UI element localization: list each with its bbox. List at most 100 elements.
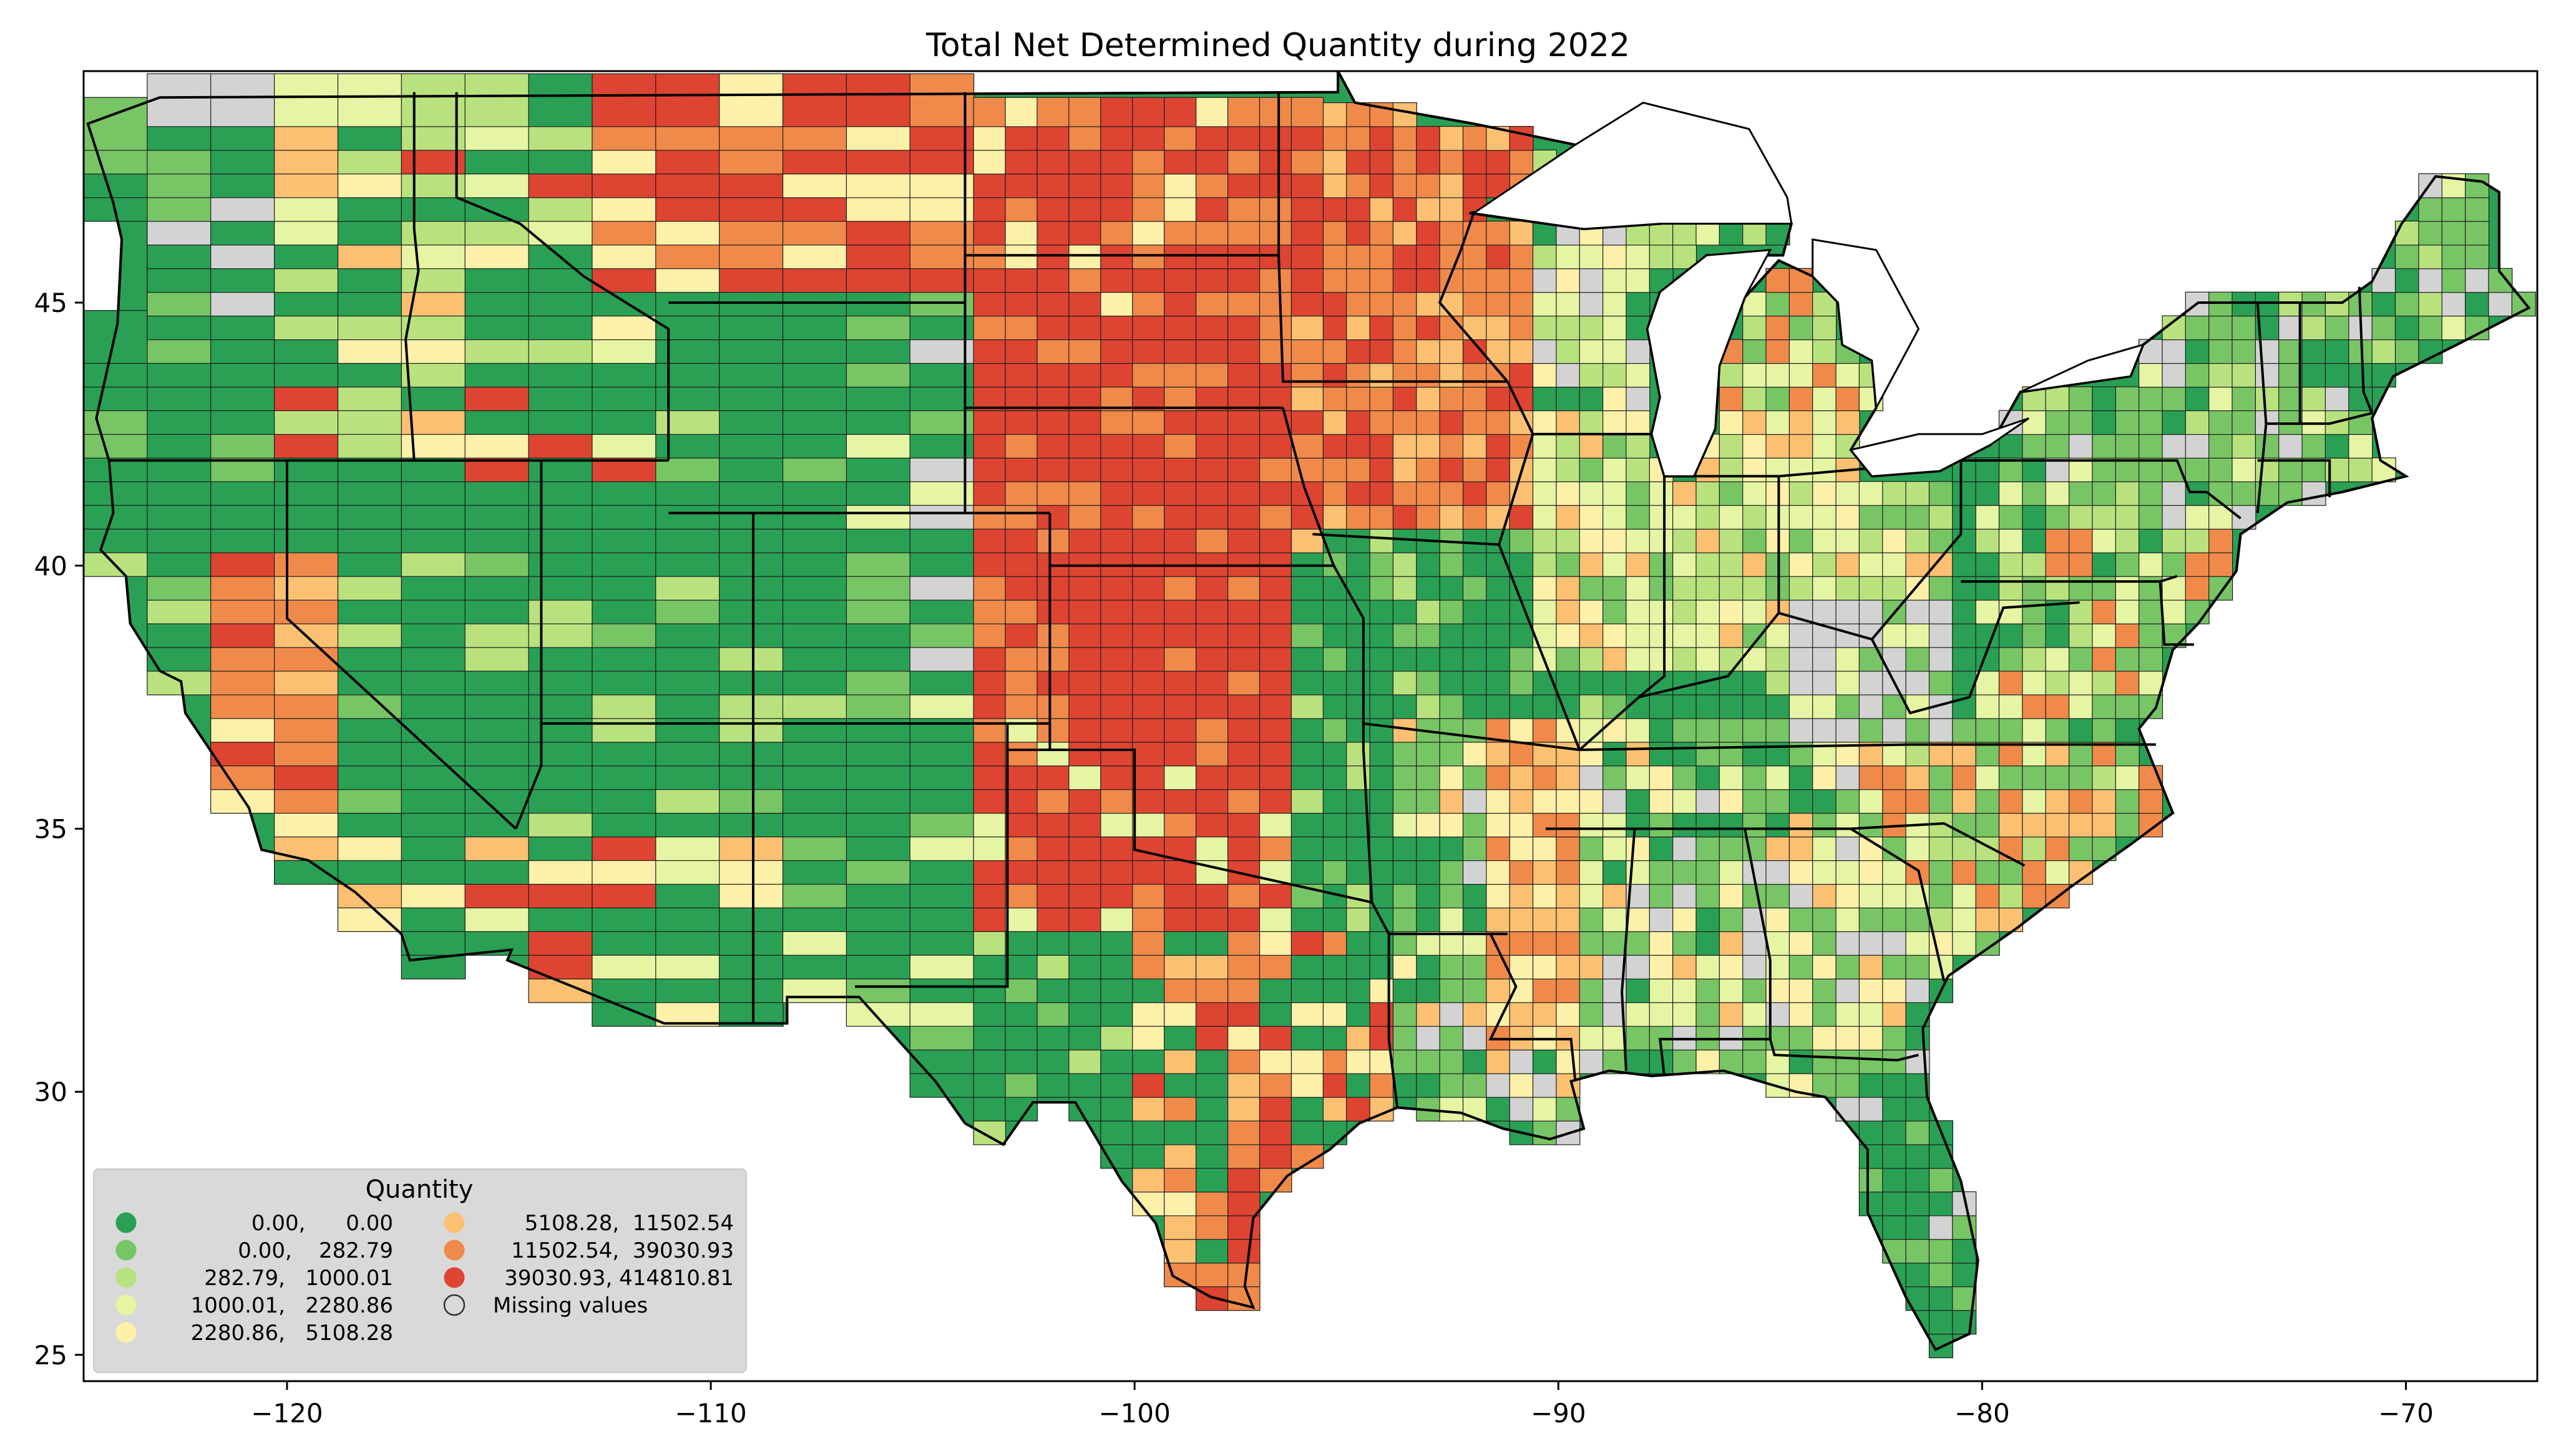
legend-marker (444, 1240, 465, 1261)
county-cell (719, 73, 784, 127)
county-cell (1952, 623, 1977, 648)
county-cell (1835, 1072, 1860, 1098)
county-cell (1486, 883, 1511, 909)
county-cell (2162, 599, 2187, 624)
county-cell (1672, 220, 1697, 246)
county-cell (1835, 1026, 1860, 1051)
county-cell (1719, 1002, 1744, 1027)
county-cell (1346, 481, 1371, 506)
county-cell (1369, 434, 1394, 459)
county-cell (1416, 1049, 1441, 1074)
county-cell (1626, 1049, 1651, 1074)
county-cell (1742, 931, 1767, 956)
county-cell (2092, 386, 2117, 412)
county-cell (1579, 410, 1604, 435)
county-cell (1649, 220, 1674, 246)
county-cell (2139, 457, 2163, 483)
county-cell (1369, 670, 1394, 696)
county-cell (2092, 552, 2117, 577)
county-cell (2371, 315, 2396, 341)
county-cell (1858, 552, 1883, 577)
county-cell (2045, 434, 2070, 459)
county-cell (2139, 481, 2163, 506)
state-borders (109, 92, 2374, 1108)
county-cell (1649, 717, 1674, 743)
x-tick-label: −90 (1531, 1398, 1586, 1429)
county-cell (2162, 481, 2187, 506)
county-cell (1626, 789, 1651, 814)
county-cell (1928, 670, 1954, 696)
county-cell (1346, 1096, 1371, 1122)
state-border (455, 92, 670, 461)
lake (1812, 238, 1920, 411)
county-cell (1858, 1120, 1883, 1145)
county-cell (1579, 339, 1604, 364)
county-cell (1788, 931, 1813, 956)
county-cell (1602, 741, 1627, 767)
county-cell (1462, 1096, 1488, 1122)
county-cell (1882, 931, 1907, 956)
county-cell (1416, 765, 1441, 790)
county-cell (1835, 1096, 1860, 1122)
county-cell (2069, 552, 2094, 577)
county-cell (1882, 1215, 1907, 1240)
county-cell (1509, 646, 1534, 672)
county-cell (1579, 860, 1604, 885)
county-cell (1509, 765, 1534, 790)
county-cell (1742, 339, 1767, 364)
county-cell (1322, 434, 1347, 459)
county-cell (1695, 552, 1720, 577)
county-cell (1788, 339, 1813, 364)
county-cell (1509, 836, 1534, 861)
county-cell (1695, 481, 1720, 506)
county-cell (1369, 291, 1394, 317)
county-cell (2418, 244, 2443, 269)
county-cell (1882, 552, 1907, 577)
county-cell (1649, 812, 1674, 838)
county-cell (1998, 434, 2024, 459)
county-cell (1579, 907, 1604, 933)
county-cell (1975, 765, 2000, 790)
county-cell (1998, 623, 2024, 648)
county-cell (1765, 860, 1790, 885)
county-cell (1742, 646, 1767, 672)
county-cell (2255, 386, 2280, 412)
county-cell (1579, 789, 1604, 814)
county-cell (1509, 907, 1534, 933)
county-cell (1392, 481, 1417, 506)
county-cell (1812, 646, 1837, 672)
county-cell (1392, 149, 1417, 175)
county-cell (1369, 315, 1394, 341)
county-cell (1649, 907, 1674, 933)
county-cell (1928, 1167, 1954, 1193)
county-cell (2092, 670, 2117, 696)
legend-missing-marker (443, 1294, 466, 1316)
county-cell (1486, 860, 1511, 885)
county-cell (1719, 765, 1744, 790)
county-cell (1392, 670, 1417, 696)
county-cell (1672, 860, 1697, 885)
county-cell (1812, 1072, 1837, 1098)
county-cell (1719, 741, 1744, 767)
county-cell (1812, 575, 1837, 601)
county-cell (1462, 457, 1488, 483)
legend-marker (444, 1212, 465, 1233)
county-cell (464, 73, 530, 127)
county-cell (1928, 1191, 1954, 1216)
county-cell (1788, 883, 1813, 909)
county-cell (1742, 1049, 1767, 1074)
county-cell (1788, 1002, 1813, 1027)
county-cell (2232, 362, 2256, 388)
y-tick-label: 35 (34, 813, 67, 844)
county-cell (1369, 1072, 1394, 1098)
county-cell (1486, 410, 1511, 435)
county-cell (1812, 1026, 1837, 1051)
county-cell (1579, 599, 1604, 624)
county-cell (2185, 386, 2210, 412)
county-cell (1626, 244, 1651, 269)
county-cell (1719, 812, 1744, 838)
county-cell (1858, 694, 1883, 719)
county-cell (1626, 907, 1651, 933)
county-cell (1486, 1096, 1511, 1122)
county-cell (1486, 812, 1511, 838)
